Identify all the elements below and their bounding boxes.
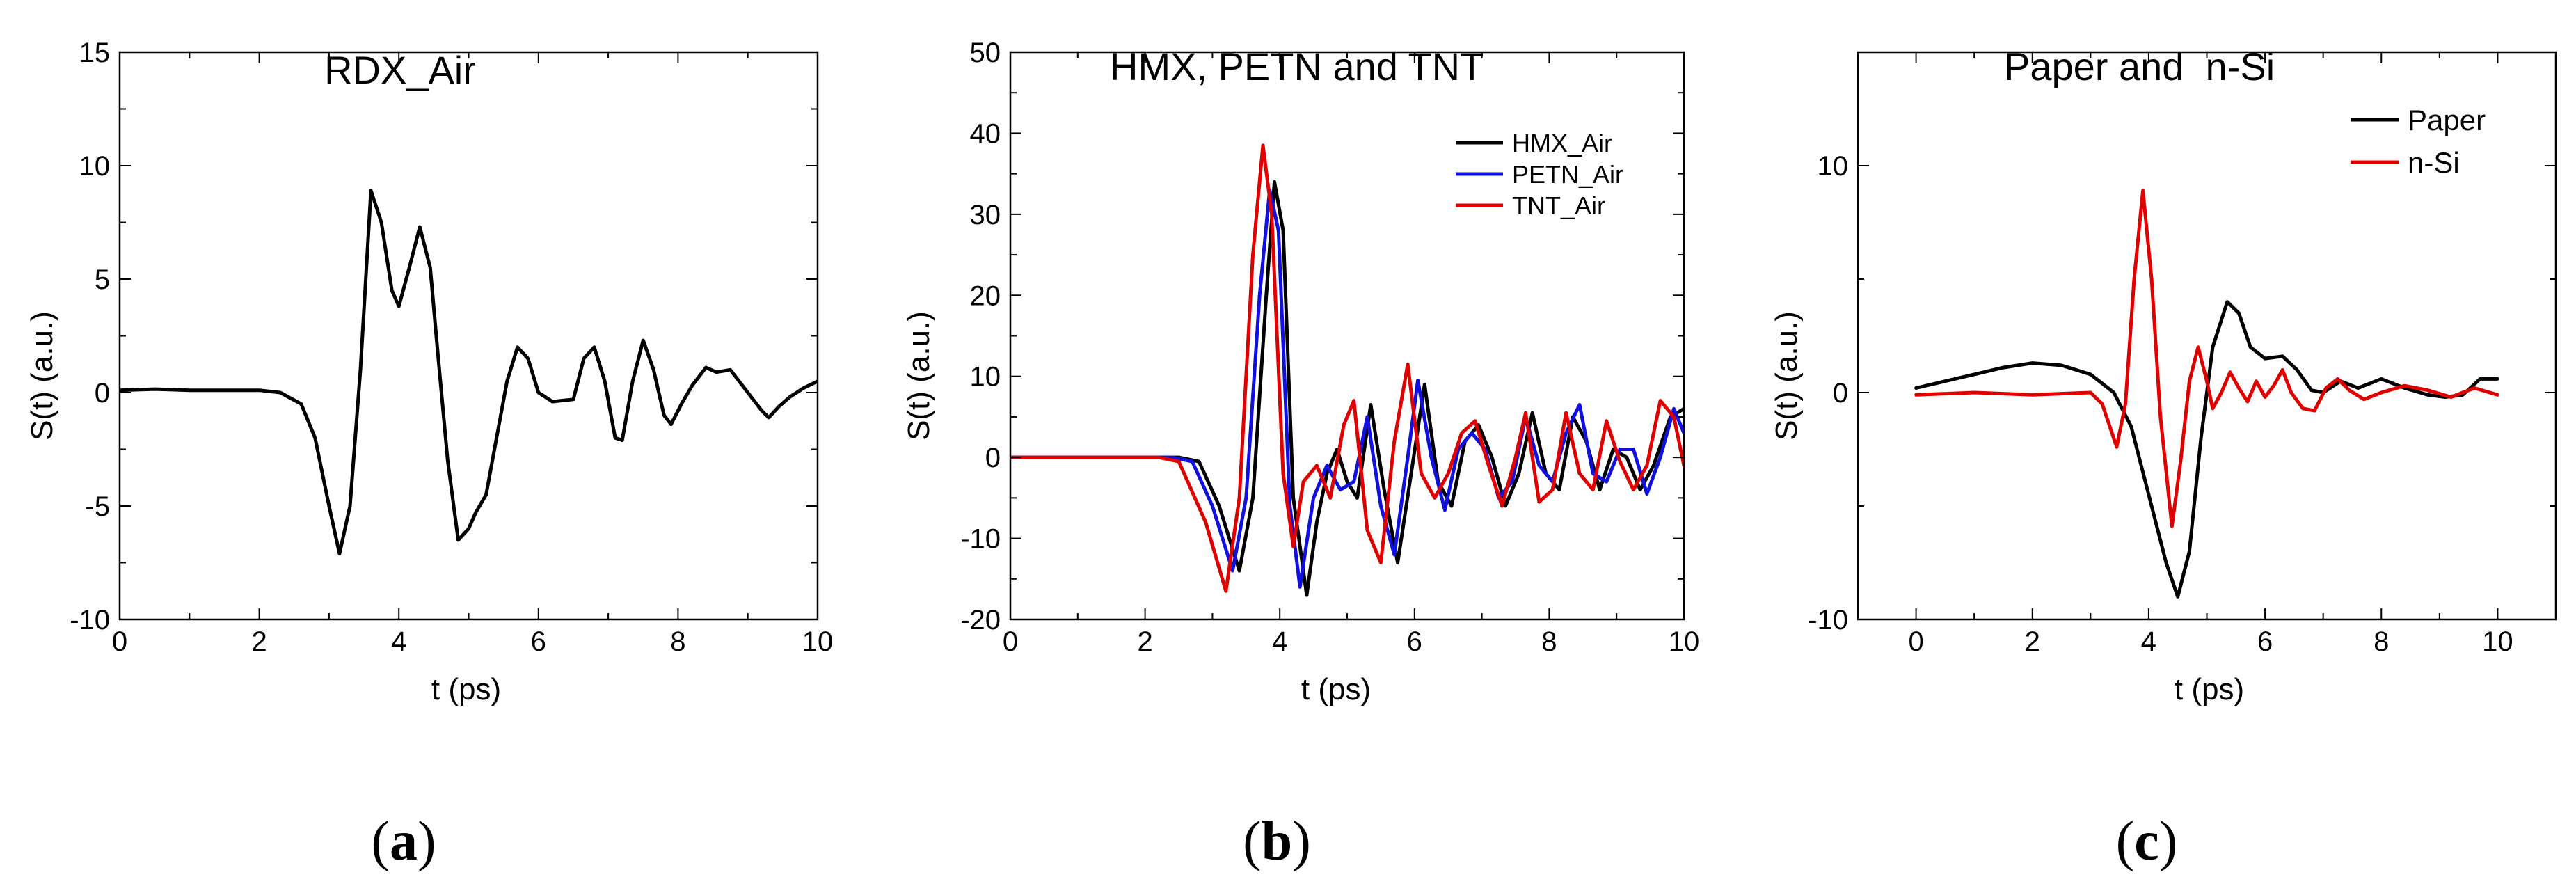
panel-c-x-tick-label: 8: [2374, 626, 2389, 657]
panel-a-y-tick-label: 15: [79, 38, 111, 68]
panel-c-legend-label-n-si: n-Si: [2408, 146, 2460, 179]
panel-a-label: (a): [371, 811, 436, 872]
panel-b-y-tick-label: 10: [970, 362, 1001, 393]
panel-c-series-n-si-line: [1914, 189, 2499, 528]
panel-c-y-tick-label: -10: [1808, 605, 1848, 635]
panel-c-x-tick-label: 0: [1908, 626, 1923, 657]
panel-c-label: (c): [2116, 811, 2178, 872]
panel-b-series-petn-line: [1010, 188, 1684, 589]
panel-b-x-axis-label: t (ps): [1301, 672, 1371, 706]
panel-c-x-axis-label: t (ps): [2175, 672, 2244, 706]
panel-b-y-tick-label: 40: [970, 118, 1001, 149]
panel-b-label: (b): [1243, 811, 1311, 872]
panel-b-y-tick-label: -10: [960, 524, 1001, 555]
panel-a-y-tick-label: -5: [85, 491, 110, 522]
panel-b-y-tick-label: 50: [970, 38, 1001, 68]
panel-a-x-tick-label: 10: [802, 626, 834, 657]
panel-b-legend-label-petn: PETN_Air: [1512, 160, 1623, 189]
panel-a-y-tick-label: -10: [70, 605, 110, 635]
panel-a-y-tick-label: 10: [79, 151, 111, 182]
panel-c-x-tick-label: 6: [2257, 626, 2273, 657]
panel-c-y-tick-label: 0: [1833, 378, 1848, 409]
panel-c-x-tick-label: 4: [2141, 626, 2156, 657]
panel-b-x-tick-label: 0: [1003, 626, 1018, 657]
panel-c-y-tick-label: 10: [1818, 151, 1849, 182]
panel-b-axes-content: 0 2 4 6 8 10 -20 -10 0 10 20 30 40 50: [960, 38, 1699, 657]
panel-a-y-tick-label: 5: [95, 264, 110, 295]
panel-b-y-axis-label: S(t) (a.u.): [902, 311, 936, 441]
panel-b-y-tick-label: 20: [970, 280, 1001, 311]
panel-c-title: Paper and n-Si: [2004, 45, 2275, 88]
panel-b-x-tick-label: 8: [1541, 626, 1557, 657]
panel-b-y-tick-label: -20: [960, 605, 1001, 635]
panel-a-x-tick-label: 8: [670, 626, 685, 657]
panel-a-y-axis-label: S(t) (a.u.): [25, 311, 59, 441]
panel-a-x-tick-label: 2: [251, 626, 267, 657]
panel-a-x-tick-label: 4: [391, 626, 406, 657]
panel-c-axes-content: 0 2 4 6 8 10 -10 0 10: [1808, 51, 2557, 657]
panel-c-legend-label-paper: Paper: [2408, 104, 2486, 136]
panel-a: 0 2 4 6 8 10 -10 -5 0 5 10 15 RDX_Air t (ps) S(t) (…: [25, 38, 833, 872]
panel-b-x-tick-label: 4: [1272, 626, 1287, 657]
panel-b-legend-label-tnt: TNT_Air: [1512, 191, 1605, 220]
panel-c-x-tick-label: 10: [2482, 626, 2513, 657]
panel-b-title: HMX, PETN and TNT: [1110, 45, 1484, 88]
panel-a-axes-content: 0 2 4 6 8 10 -10 -5 0 5 10 15: [70, 38, 833, 657]
panel-a-y-tick-label: 0: [95, 378, 110, 409]
panel-b-series-tnt-line: [1010, 143, 1684, 593]
panel-a-x-axis-label: t (ps): [431, 672, 501, 706]
panel-a-x-tick-label: 0: [112, 626, 127, 657]
panel-b-x-tick-label: 6: [1407, 626, 1422, 657]
panel-b-x-tick-label: 10: [1669, 626, 1700, 657]
panel-c-y-axis-label: S(t) (a.u.): [1770, 311, 1804, 441]
panel-b: 0 2 4 6 8 10 -20 -10 0 10 20 30 40 50 HMX, PETN and T…: [902, 38, 1699, 872]
panel-c: 0 2 4 6 8 10 -10 0 10 Paper and n-Si t (ps) S(t)…: [1770, 45, 2557, 872]
panel-a-title: RDX_Air: [324, 48, 476, 92]
panel-c-legend: Paper n-Si: [2351, 104, 2486, 179]
panel-b-legend: HMX_Air PETN_Air TNT_Air: [1456, 129, 1623, 220]
panel-b-legend-label-hmx: HMX_Air: [1512, 129, 1612, 157]
panel-c-x-tick-label: 2: [2025, 626, 2040, 657]
panel-b-y-tick-label: 0: [985, 443, 1001, 473]
panel-b-y-tick-label: 30: [970, 200, 1001, 230]
panel-b-x-tick-label: 2: [1137, 626, 1152, 657]
panel-a-series-rdx-line: [120, 189, 818, 555]
panel-a-x-tick-label: 6: [531, 626, 546, 657]
